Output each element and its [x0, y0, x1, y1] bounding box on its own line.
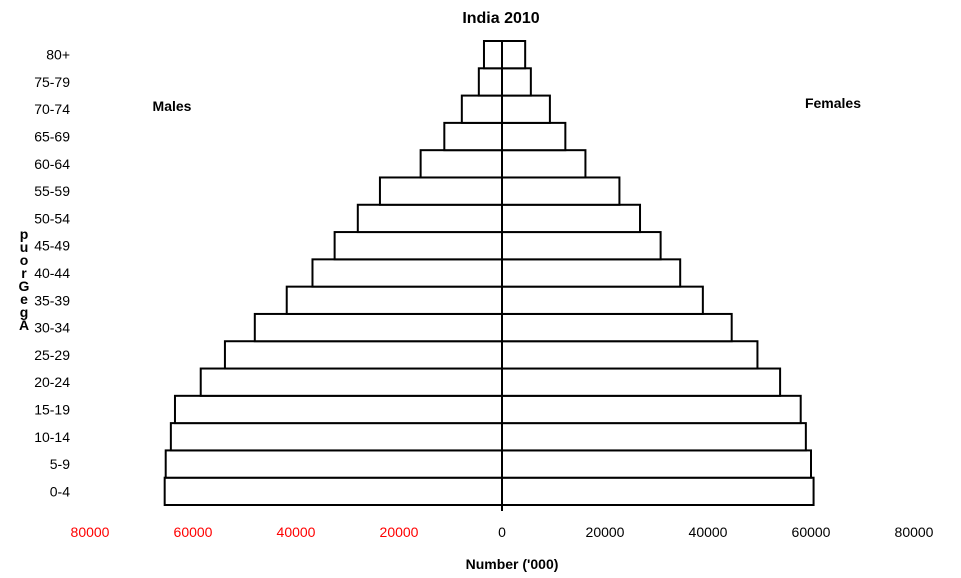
bar-males-75-79	[477, 67, 504, 97]
y-axis-label-char: u	[20, 239, 29, 255]
bar-females-80+	[501, 40, 527, 70]
y-tick-label: 15-19	[34, 401, 70, 417]
y-tick-label: 65-69	[34, 129, 70, 145]
bar-males-60-64	[419, 149, 504, 179]
y-tick-label: 40-44	[34, 265, 70, 281]
bars-layer	[163, 40, 815, 506]
y-tick-label: 80+	[46, 47, 70, 63]
bar-females-50-54	[501, 203, 642, 234]
bar-females-60-64	[501, 149, 587, 179]
x-tick-label: 40000	[277, 524, 316, 540]
bar-males-10-14	[169, 422, 503, 452]
y-tick-label: 0-4	[50, 483, 70, 499]
y-tick-label: 30-34	[34, 320, 70, 336]
bar-females-75-79	[501, 67, 532, 97]
bar-females-10-14	[501, 422, 807, 452]
males-label: Males	[153, 98, 192, 114]
x-tick-label: 80000	[71, 524, 110, 540]
y-tick-label: 45-49	[34, 238, 70, 254]
bar-females-15-19	[501, 394, 802, 425]
bar-females-0-4	[501, 476, 815, 506]
y-tick-label: 5-9	[50, 456, 70, 472]
x-tick-label: 0	[498, 524, 506, 540]
bar-females-30-34	[501, 312, 733, 343]
bar-males-65-69	[443, 121, 504, 152]
bar-females-45-49	[501, 231, 662, 261]
y-axis-label-char: g	[20, 304, 29, 320]
y-tick-label: 50-54	[34, 210, 70, 226]
y-tick-labels: 0-4 5-9 10-14 15-19 20-24 25-29 30-34 35-39 40-4…	[34, 47, 70, 500]
y-tick-label: 20-24	[34, 374, 70, 390]
y-axis-label-char: G	[19, 278, 30, 294]
bar-females-70-74	[501, 94, 551, 124]
bar-males-20-24	[199, 367, 503, 397]
bar-males-55-59	[378, 176, 504, 206]
bar-males-25-29	[223, 340, 503, 370]
y-tick-label: 60-64	[34, 156, 70, 172]
bar-males-15-19	[173, 394, 503, 425]
y-tick-label: 10-14	[34, 429, 70, 445]
y-axis-label-char: e	[20, 291, 28, 307]
y-axis-label-char: p	[20, 226, 29, 242]
x-tick-label: 20000	[586, 524, 625, 540]
x-tick-label: 80000	[895, 524, 934, 540]
bar-females-25-29	[501, 340, 759, 370]
y-tick-label: 55-59	[34, 183, 70, 199]
bar-females-35-39	[501, 285, 704, 315]
bar-males-5-9	[164, 449, 504, 479]
bar-females-20-24	[501, 367, 782, 397]
bar-females-55-59	[501, 176, 621, 206]
x-tick-labels: 80000 60000 40000 20000 0 20000 40000 60000 8000…	[71, 524, 934, 540]
bar-males-50-54	[356, 203, 503, 234]
y-axis-label-char: A	[19, 317, 29, 333]
y-tick-label: 35-39	[34, 292, 70, 308]
y-axis-label-char: r	[21, 265, 27, 281]
bar-males-0-4	[163, 476, 504, 506]
x-tick-label: 40000	[689, 524, 728, 540]
x-tick-label: 60000	[792, 524, 831, 540]
y-tick-label: 75-79	[34, 74, 70, 90]
bar-males-70-74	[460, 94, 503, 124]
x-axis-label: Number ('000)	[466, 556, 559, 572]
y-tick-label: 25-29	[34, 347, 70, 363]
bar-females-65-69	[501, 121, 567, 152]
x-tick-label: 60000	[174, 524, 213, 540]
x-tick-label: 20000	[380, 524, 419, 540]
bar-males-30-34	[253, 312, 503, 343]
bar-males-80+	[482, 40, 504, 70]
females-label: Females	[805, 95, 861, 111]
bar-males-45-49	[333, 231, 503, 261]
bar-males-35-39	[285, 285, 504, 315]
y-axis-label-char: o	[20, 252, 29, 268]
chart-title: India 2010	[462, 10, 539, 27]
y-tick-label: 70-74	[34, 101, 70, 117]
bar-females-40-44	[501, 258, 682, 288]
bar-females-5-9	[501, 449, 812, 479]
bar-males-40-44	[311, 258, 504, 288]
